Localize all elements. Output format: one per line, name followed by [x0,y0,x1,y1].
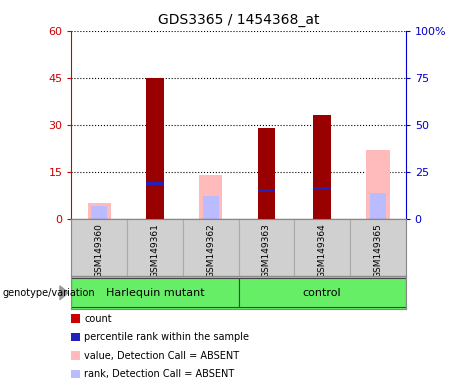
Text: rank, Detection Call = ABSENT: rank, Detection Call = ABSENT [84,369,235,379]
Text: percentile rank within the sample: percentile rank within the sample [84,332,249,342]
Text: GSM149363: GSM149363 [262,223,271,278]
Text: GSM149362: GSM149362 [206,223,215,278]
Bar [202,196,219,219]
Bar [350,219,406,276]
Bar [146,182,164,185]
Bar [313,187,331,190]
Bar [71,219,127,276]
Polygon shape [60,286,68,300]
Text: GSM149364: GSM149364 [318,223,327,278]
Text: count: count [84,314,112,324]
Bar [258,128,275,219]
Bar [238,219,294,276]
Bar [199,175,222,219]
Title: GDS3365 / 1454368_at: GDS3365 / 1454368_at [158,13,319,27]
Text: genotype/variation: genotype/variation [2,288,95,298]
Bar [127,219,183,276]
Bar [366,150,390,219]
Bar [258,189,275,192]
Bar [146,78,164,219]
Bar [294,219,350,276]
Text: GSM149365: GSM149365 [373,223,382,278]
Bar [238,278,406,308]
Text: Harlequin mutant: Harlequin mutant [106,288,204,298]
Bar [370,192,386,219]
Text: GSM149360: GSM149360 [95,223,104,278]
Bar [91,206,107,219]
Bar [183,219,238,276]
Bar [71,278,239,308]
Bar [313,115,331,219]
Text: GSM149361: GSM149361 [150,223,160,278]
Bar [88,203,111,219]
Text: value, Detection Call = ABSENT: value, Detection Call = ABSENT [84,351,239,361]
Text: control: control [303,288,342,298]
